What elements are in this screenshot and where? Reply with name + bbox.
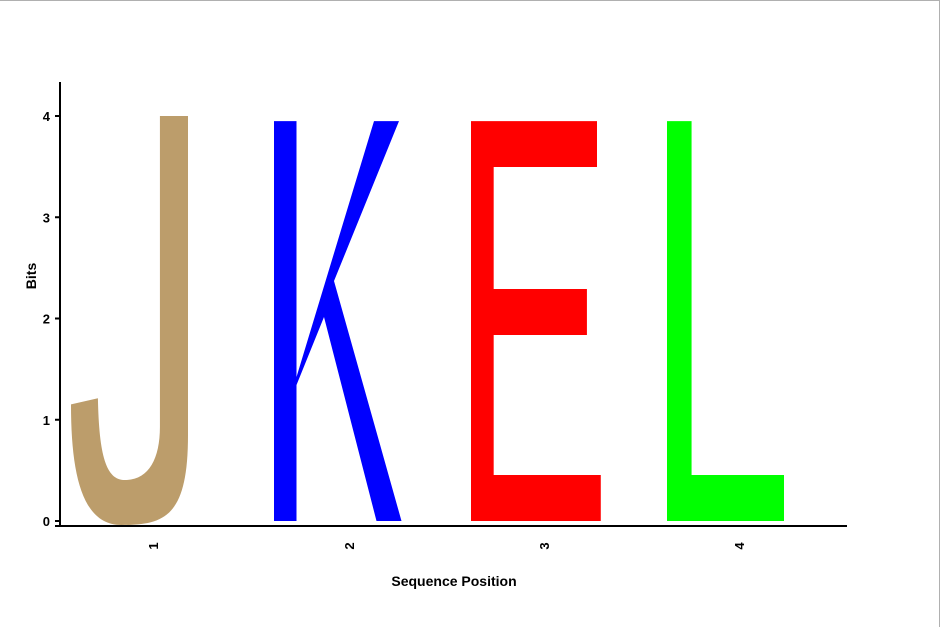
y-tick-label: 0 (43, 514, 50, 529)
logo-letter-l (667, 121, 784, 521)
y-tick-label: 1 (43, 413, 50, 428)
logo-letter-k (274, 121, 402, 521)
logo-letter-group (667, 121, 784, 521)
logo-letter-group (274, 121, 402, 521)
logo-letter-j (71, 116, 188, 525)
logo-letters (71, 116, 784, 525)
y-tick-label: 4 (43, 109, 51, 124)
x-tick-label: 2 (342, 542, 357, 549)
x-axis-title: Sequence Position (391, 573, 516, 589)
x-tick-label: 1 (146, 542, 161, 549)
y-axis-title: Bits (23, 263, 39, 290)
logo-letter-e (471, 121, 601, 521)
y-tick-label: 3 (43, 210, 50, 225)
x-ticks: 1 2 3 4 (146, 542, 747, 550)
y-tick-label: 2 (43, 312, 50, 327)
x-tick-label: 4 (732, 542, 747, 550)
x-tick-label: 3 (537, 542, 552, 549)
logo-letter-group (471, 121, 601, 521)
y-ticks: 0 1 2 3 4 (43, 109, 60, 529)
